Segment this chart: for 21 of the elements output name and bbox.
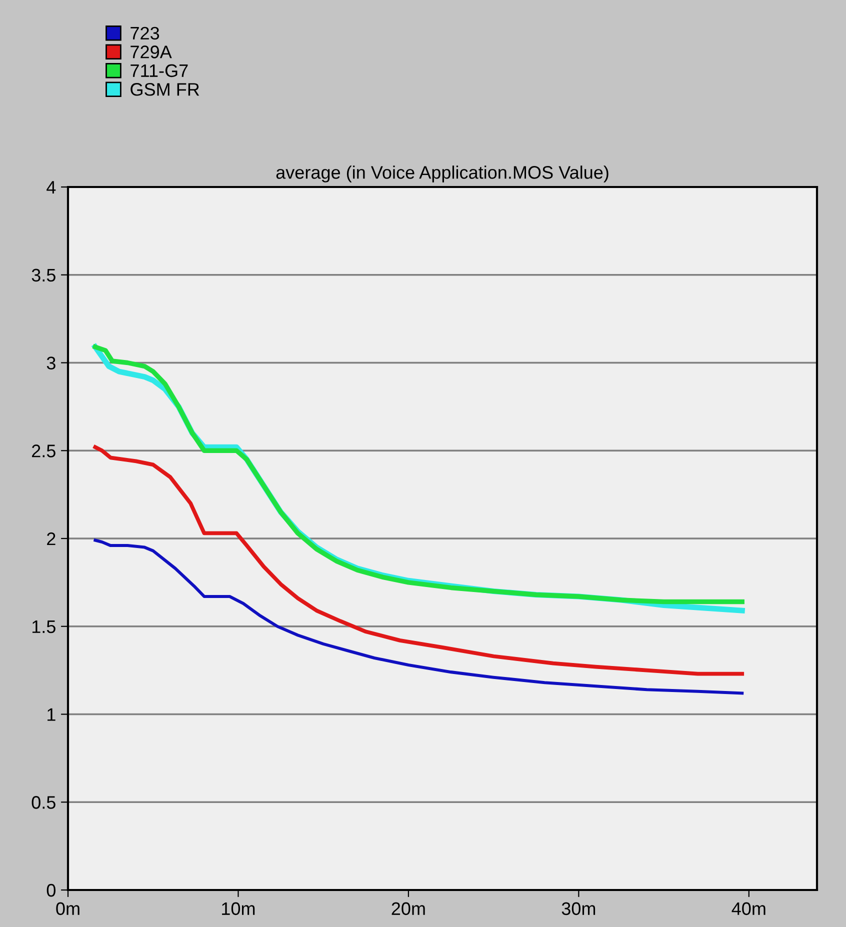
y-tick-label: 1.5 (32, 620, 56, 634)
legend-label: 711-G7 (130, 64, 188, 78)
legend-label: GSM FR (130, 83, 200, 96)
y-tick-label: 0.5 (32, 796, 56, 809)
y-tick-label: 4 (46, 181, 56, 194)
line-series (94, 538, 744, 695)
x-tick-label: 0m (56, 902, 80, 916)
legend-label: 729A (130, 46, 172, 58)
y-tick-label: 0 (46, 884, 56, 897)
y-tick-label: 2.5 (32, 444, 56, 458)
line-series (93, 445, 744, 676)
x-tick-label: 20m (392, 902, 425, 916)
y-tick-label: 1 (48, 708, 56, 721)
x-tick-label: 10m (222, 902, 255, 916)
chart-title: average (in Voice Application.MOS Value) (276, 166, 608, 182)
x-tick-label: 40m (732, 902, 766, 916)
legend-label: 723 (130, 26, 160, 40)
x-tick-label: 30m (562, 902, 596, 916)
y-tick-label: 3 (46, 356, 56, 370)
y-tick-label: 2 (47, 532, 56, 546)
y-tick-label: 3.5 (32, 268, 56, 282)
